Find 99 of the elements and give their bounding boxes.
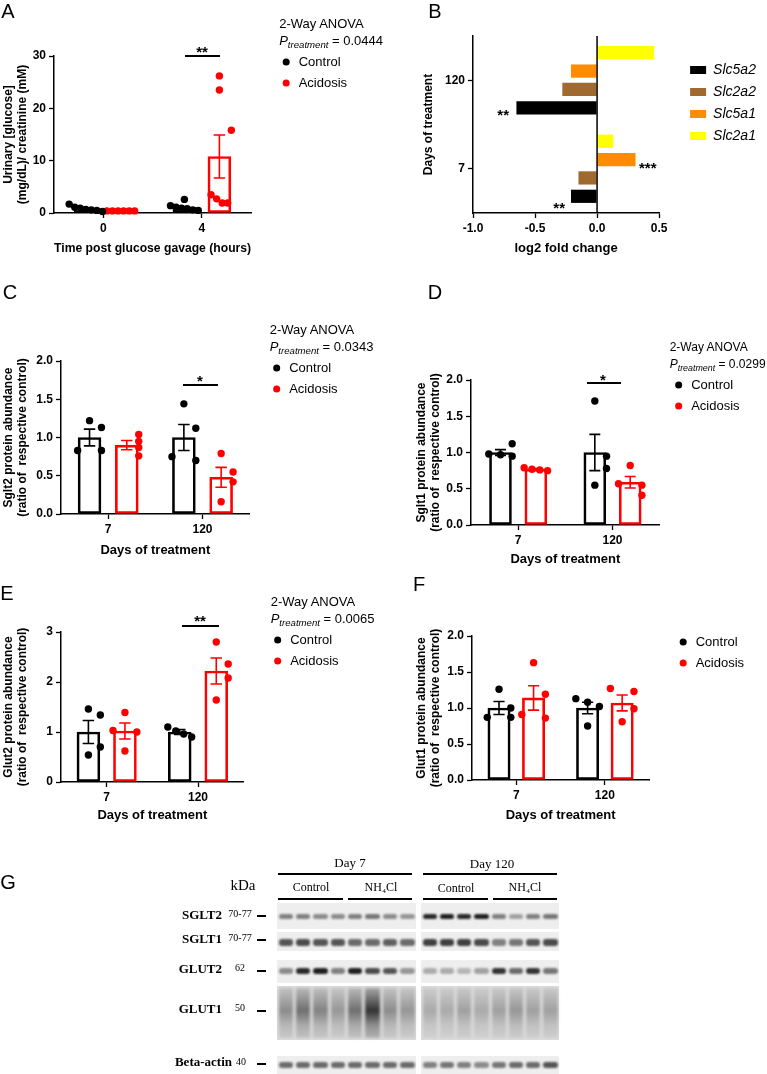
x-axis-title: Time post glucose gavage (hours) bbox=[54, 240, 252, 256]
y-tick-label: 2.0 bbox=[447, 628, 465, 643]
text: Control bbox=[437, 881, 475, 895]
annotation: * bbox=[600, 370, 606, 388]
x-tick-label: 120 bbox=[594, 787, 616, 802]
x-axis-title: Days of treatment bbox=[505, 807, 617, 823]
y-tick-label: 0.5 bbox=[446, 481, 464, 496]
text: Control bbox=[292, 880, 330, 894]
text: 62 bbox=[235, 962, 245, 973]
text: P$_{treatment}$ = 0.0065 bbox=[270, 611, 375, 628]
y-tick-label: 1.5 bbox=[447, 664, 465, 679]
x-tick-label: -0.5 bbox=[524, 220, 546, 235]
y-tick-label: 0 bbox=[46, 774, 54, 789]
y-tick-label: 1.0 bbox=[36, 429, 54, 444]
text: P$_{treatment}$ = 0.0343 bbox=[269, 339, 374, 356]
legend-label: Control bbox=[289, 359, 332, 375]
legend-label: Acidosis bbox=[298, 74, 348, 90]
x-axis-title: Days of treatment bbox=[97, 807, 208, 823]
legend-label: Control bbox=[298, 53, 341, 69]
y-tick-label: 0.0 bbox=[36, 506, 54, 521]
text: P$_{treatment}$ = 0.0444 bbox=[279, 33, 384, 50]
legend-label: Control bbox=[290, 631, 333, 647]
annotation: ** bbox=[553, 198, 565, 216]
y-tick-label: 30 bbox=[32, 48, 47, 63]
text: GLUT1 bbox=[178, 1000, 222, 1016]
x-axis-title: log2 fold change bbox=[514, 240, 618, 256]
annotation: ** bbox=[196, 42, 208, 60]
y-tick-label: 10 bbox=[32, 152, 47, 167]
y-tick-label: 7 bbox=[458, 161, 466, 176]
y-tick-label: 0 bbox=[39, 205, 47, 220]
x-tick-label: 0.0 bbox=[588, 220, 606, 235]
x-tick-label: 0 bbox=[99, 220, 107, 235]
y-tick-label: 1.0 bbox=[446, 444, 464, 459]
chart-title: C bbox=[2, 280, 18, 303]
x-tick-label: 4 bbox=[198, 220, 206, 235]
legend-label: Acidosis bbox=[695, 654, 745, 670]
text: NH₄Cl bbox=[508, 880, 542, 894]
legend-label: Slc5a2 bbox=[713, 60, 757, 77]
y-tick-label: 20 bbox=[32, 100, 47, 115]
annotation: ** bbox=[497, 105, 509, 123]
text: P$_{treatment}$ = 0.0299 bbox=[669, 356, 766, 373]
legend-label: Acidosis bbox=[290, 652, 340, 668]
chart-title: D bbox=[427, 280, 443, 303]
legend-label: Slc5a1 bbox=[713, 104, 756, 121]
y-axis-title: Sglt1 protein abundance (ratio of respective control) bbox=[414, 373, 443, 532]
legend-label: Control bbox=[695, 633, 738, 649]
legend-label: Acidosis bbox=[691, 397, 741, 413]
y-tick-label: 2 bbox=[46, 674, 54, 689]
legend-label: Slc2a1 bbox=[713, 126, 756, 143]
y-axis-title: Glut2 protein abundance (ratio of respective control) bbox=[1, 627, 30, 787]
y-tick-label: 0.5 bbox=[447, 736, 465, 751]
x-tick-label: 0.5 bbox=[650, 220, 668, 235]
y-tick-label: 1.5 bbox=[36, 391, 54, 406]
text: 70-77 bbox=[228, 908, 252, 919]
text: SGLT1 bbox=[182, 930, 222, 946]
text: 50 bbox=[235, 1002, 245, 1013]
y-axis-title: Glut1 protein abundance (ratio of respective control) bbox=[414, 628, 443, 788]
y-axis-title: Sglt2 protein abundance (ratio of respective control) bbox=[1, 358, 30, 517]
y-tick-label: 1 bbox=[46, 724, 54, 739]
y-axis-title: Days of treatment bbox=[421, 73, 436, 176]
text: 2-Way ANOVA bbox=[279, 16, 364, 32]
x-tick-label: -1.0 bbox=[462, 220, 484, 235]
annotation: * bbox=[197, 371, 203, 389]
text: 70-77 bbox=[228, 932, 252, 943]
text: NH₄Cl bbox=[364, 880, 398, 894]
y-tick-label: 120 bbox=[444, 72, 466, 87]
x-tick-label: 7 bbox=[512, 787, 520, 802]
y-tick-label: 1.0 bbox=[447, 700, 465, 715]
annotation: *** bbox=[639, 158, 657, 176]
legend-label: Slc2a2 bbox=[713, 82, 757, 99]
text: 2-Way ANOVA bbox=[269, 322, 355, 338]
x-tick-label: 120 bbox=[187, 789, 209, 804]
y-tick-label: 2.0 bbox=[446, 372, 464, 387]
legend-label: Acidosis bbox=[289, 380, 339, 396]
text: ** bbox=[194, 611, 206, 629]
text: GLUT2 bbox=[178, 960, 222, 976]
text: 2-Way ANOVA bbox=[270, 594, 356, 610]
text: Beta-actin bbox=[174, 1053, 232, 1069]
y-tick-label: 3 bbox=[46, 624, 54, 639]
text: 2-Way ANOVA bbox=[669, 339, 748, 355]
text: Day 7 bbox=[334, 854, 366, 870]
text: G bbox=[0, 871, 16, 893]
x-tick-label: 7 bbox=[103, 789, 111, 804]
text: 40 bbox=[236, 1056, 246, 1067]
chart-title: F bbox=[412, 572, 426, 595]
x-axis-title: Days of treatment bbox=[510, 551, 621, 567]
chart-title: E bbox=[0, 581, 14, 604]
chart-title: A bbox=[1, 0, 16, 22]
y-tick-label: 0.0 bbox=[447, 772, 465, 787]
y-tick-label: 1.5 bbox=[446, 408, 464, 423]
y-tick-label: 0.5 bbox=[36, 468, 54, 483]
legend-label: Control bbox=[691, 376, 734, 392]
text: Day 120 bbox=[469, 855, 515, 871]
x-axis-title: Days of treatment bbox=[100, 542, 211, 558]
text: kDa bbox=[230, 876, 256, 893]
y-axis-title: Urinary [glucose] (mg/dL)/ creatinine (mM) bbox=[1, 64, 30, 205]
chart-title: B bbox=[428, 0, 442, 22]
text: SGLT2 bbox=[182, 906, 222, 922]
y-tick-label: 2.0 bbox=[36, 353, 54, 368]
